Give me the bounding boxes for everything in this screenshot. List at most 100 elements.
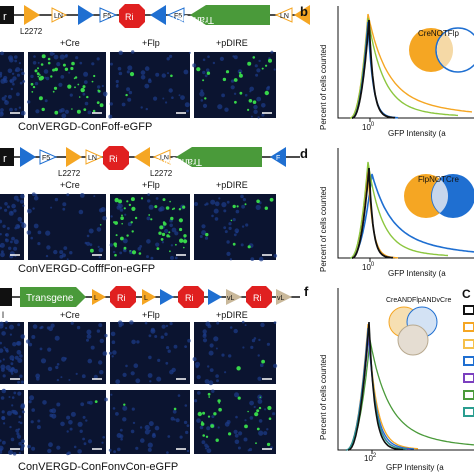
nucleus-dot [47,448,52,454]
nucleus-dot [119,208,124,212]
gfp-cell-dot [30,82,34,86]
nucleus-dot [79,429,83,433]
construct-caption: ConVERGD-CofffFon-eGFP [18,263,155,275]
gfp-cell-dot [70,66,74,71]
nucleus-dot [245,223,249,227]
nucleus-dot [146,255,149,259]
nucleus-dot [233,92,237,96]
gfp-cell-dot [255,442,257,445]
gfp-cell-dot [239,91,243,95]
nucleus-dot [6,227,10,230]
nucleus-dot [39,347,43,351]
ribozyme-stop-icon [103,146,129,170]
nucleus-dot [256,96,262,102]
nucleus-dot [59,54,65,60]
nucleus-dot [56,402,61,407]
nucleus-dot [263,431,268,436]
gfp-cell-dot [234,100,237,104]
micrograph-panel [192,50,276,119]
nucleus-dot [26,230,32,235]
nucleus-dot [207,365,210,368]
nucleus-dot [196,375,201,380]
nucleus-dot [0,245,2,248]
gfp-cell-dot [94,400,98,403]
nucleus-dot [237,446,241,450]
nucleus-dot [174,256,178,260]
nucleus-dot [144,83,150,89]
gfp-cell-dot [131,206,136,211]
nucleus-dot [27,100,31,104]
nucleus-dot [257,399,263,404]
nucleus-dot [45,254,49,258]
loxn-site-icon [24,5,40,25]
nucleus-dot [102,351,108,356]
nucleus-dot [108,351,112,355]
nucleus-dot [126,70,130,74]
nucleus-dot [58,82,63,87]
nucleus-dot [167,349,171,353]
nucleus-dot [208,350,214,356]
gfp-cell-dot [114,197,119,203]
nucleus-dot [14,59,18,63]
gfp-cell-dot [54,67,58,72]
gfp-cell-dot [247,61,252,66]
nucleus-dot [161,324,166,329]
gfp-cell-dot [261,67,264,70]
gfp-cell-dot [90,248,94,253]
nucleus-dot [192,63,197,68]
loxn-site-icon [134,147,150,167]
gfp-cell-dot [205,435,209,438]
nucleus-dot [161,73,166,78]
condition-label: +Cre [60,38,80,48]
gfp-cell-dot [131,250,137,255]
nucleus-dot [226,240,230,244]
nucleus-dot [21,439,25,444]
gfp-cell-dot [148,214,151,216]
nucleus-dot [2,358,5,361]
nucleus-dot [151,433,156,438]
nucleus-dot [144,429,150,435]
element-label: LN [280,13,289,20]
nucleus-dot [96,57,100,61]
gfp-cell-dot [173,407,177,411]
nucleus-dot [118,50,123,55]
nucleus-dot [20,193,25,199]
nucleus-dot [56,363,60,366]
nucleus-dot [62,202,67,207]
gfp-cell-dot [261,359,265,364]
condition-label: +Flp [142,180,160,190]
gfp-cell-dot [268,58,272,63]
nucleus-dot [131,407,135,411]
nucleus-dot [10,211,13,214]
legend-swatch [463,356,474,366]
gfp-cell-dot [121,222,123,225]
nucleus-dot [30,420,34,424]
nucleus-dot [11,404,14,407]
frt-site-icon [160,289,174,305]
nucleus-dot [11,236,15,241]
nucleus-dot [161,241,165,244]
nucleus-dot [180,95,185,100]
nucleus-dot [224,421,230,427]
gfp-cell-dot [208,396,211,398]
micrograph-bg [194,390,276,454]
nucleus-dot [56,445,61,450]
nucleus-dot [86,234,90,238]
micrograph-panel [192,320,278,386]
nucleus-dot [136,340,140,344]
nucleus-dot [70,411,76,417]
nucleus-dot [148,421,154,427]
nucleus-dot [199,425,204,430]
nucleus-dot [147,442,153,448]
gfp-cell-dot [247,108,250,111]
gfp-cell-dot [182,205,186,209]
nucleus-dot [171,96,174,99]
nucleus-dot [186,449,190,453]
nucleus-dot [70,321,74,325]
legend-swatch [463,390,474,400]
nucleus-dot [244,324,247,327]
nucleus-dot [111,355,114,358]
nucleus-dot [54,197,59,202]
nucleus-dot [49,409,53,413]
gfp-cell-dot [266,442,271,447]
